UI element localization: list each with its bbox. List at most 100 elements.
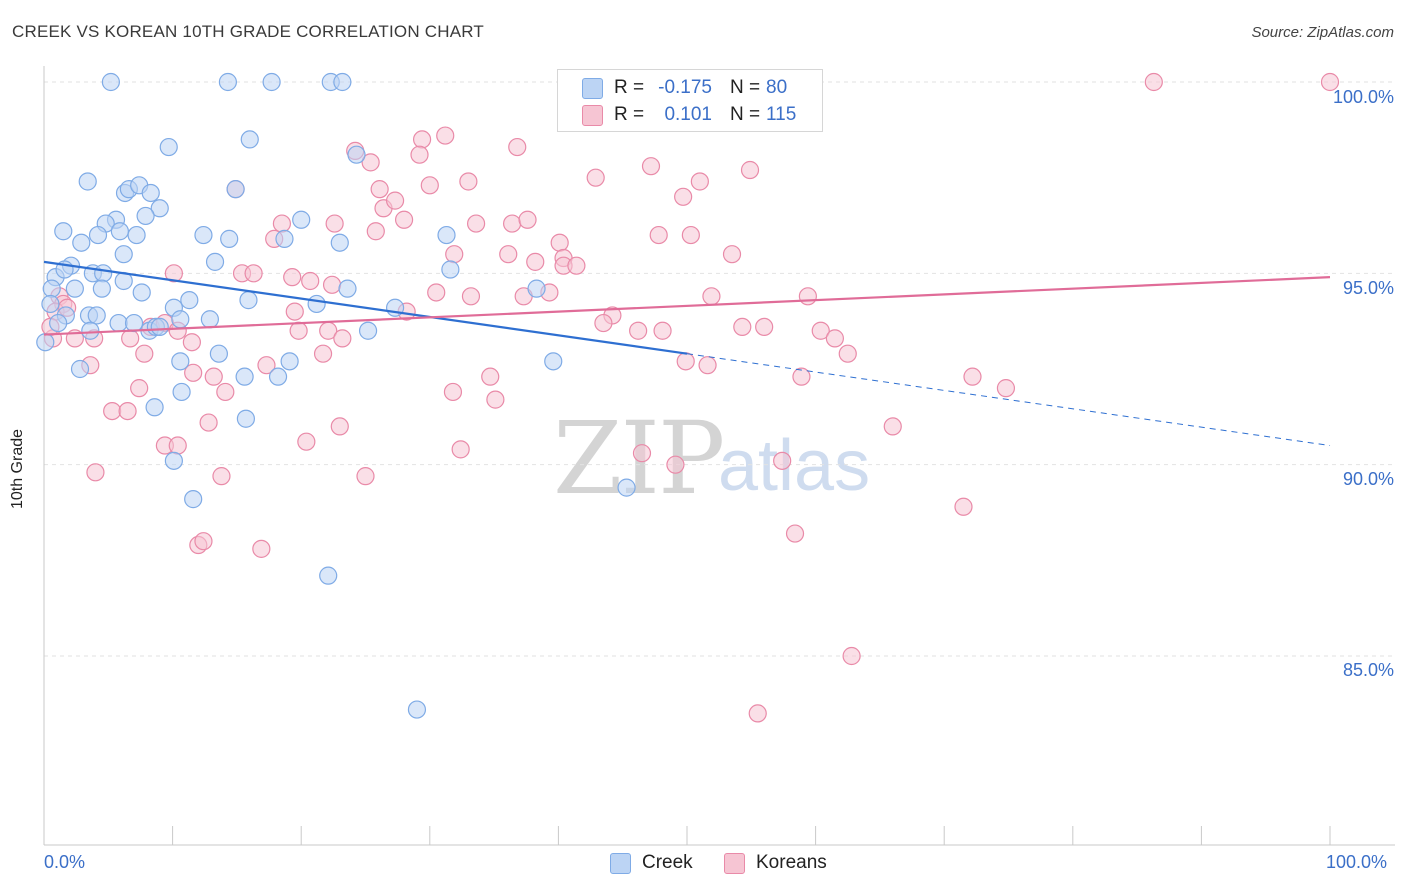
koreans-swatch [724,853,745,874]
koreans-point [436,126,455,145]
koreans-point [526,252,545,271]
koreans-point [466,214,486,233]
koreans-point [508,137,527,157]
creek-point [114,245,133,264]
creek-point [70,359,90,379]
y-tick-100: 100.0% [1332,87,1394,107]
creek-point [239,291,258,310]
koreans-point [445,245,464,264]
koreans-point [702,287,721,306]
creek-point [65,279,84,298]
koreans-point [1144,72,1163,92]
creek-point [124,313,144,333]
trend-lines [43,260,1331,447]
koreans-point [356,467,375,486]
koreans-point [499,245,518,264]
koreans-point [883,417,902,436]
creek-point [171,310,190,329]
creek-point [262,72,281,92]
r-label: R = [614,104,645,125]
creek-point [136,206,155,226]
koreans-point [118,401,137,421]
creek-point [194,225,213,245]
creek-point [333,72,352,92]
koreans-point [443,382,463,402]
koreans-point [811,321,830,340]
creek-point [141,183,160,203]
creek-point [544,352,563,371]
koreans-point [212,467,231,486]
creek-point [78,172,97,191]
creek-point [54,222,73,241]
creek-point [87,306,106,325]
koreans-point [322,275,342,294]
bottom-legend-koreans[interactable]: Koreans [724,852,854,876]
koreans-point [838,344,857,363]
bottom-legend-creek[interactable]: Creek [610,852,720,876]
koreans-point [698,356,717,375]
creek-point [200,310,219,329]
creek-point [92,279,111,298]
chart-title: CREEK VS KOREAN 10TH GRADE CORRELATION C… [12,22,484,41]
creek-point [205,252,225,271]
koreans-point [216,382,235,402]
creek-point [41,294,60,314]
creek-point [307,294,326,314]
creek-point [184,490,203,509]
koreans-point [427,283,446,302]
koreans-trend-line [43,276,1331,336]
axes [43,66,1395,846]
koreans-point [301,271,320,291]
koreans-point [486,390,505,409]
koreans-point [283,268,302,287]
creek-point [209,344,228,363]
koreans-point [410,145,429,164]
koreans-point [996,379,1016,398]
koreans-point [182,333,201,352]
koreans-point [586,168,605,187]
koreans-point [748,704,767,723]
koreans-point [459,172,478,191]
koreans-point [257,356,276,375]
koreans-point [361,153,380,172]
creek-point [338,279,357,298]
creek-point [109,313,128,333]
source-label: Source: ZipAtlas.com [1251,24,1394,41]
koreans-point [135,344,154,363]
creek-point [280,352,299,371]
creek-r-value: -0.175 [658,77,712,98]
koreans-point [567,256,586,275]
koreans-point [385,191,405,210]
koreans-point [164,264,183,283]
koreans-point [285,302,304,321]
koreans-point [690,172,709,191]
creek-trend-line [43,260,688,355]
creek-point [330,233,349,252]
creek-point [358,321,378,340]
koreans-point [1320,72,1340,92]
koreans-point [168,436,187,455]
koreans-point [420,176,439,195]
creek-point [347,145,366,164]
koreans-point [798,287,817,306]
creek-point [240,130,259,149]
creek-point [110,222,129,241]
creek-point [36,333,55,352]
koreans-n-value: 115 [766,104,797,125]
creek-point [150,199,169,218]
koreans-point [649,225,668,245]
creek-point [164,451,183,470]
koreans-point [103,401,122,421]
creek-point [292,210,311,229]
creek-legend-label: Creek [642,852,693,873]
creek-point [180,291,199,310]
koreans-point [325,214,344,233]
creek-point [127,225,146,245]
creek-point [437,225,456,245]
koreans-point [184,363,203,382]
creek-point [150,317,169,337]
creek-swatch [610,853,631,874]
creek-point [236,409,256,428]
koreans-point [641,157,661,176]
